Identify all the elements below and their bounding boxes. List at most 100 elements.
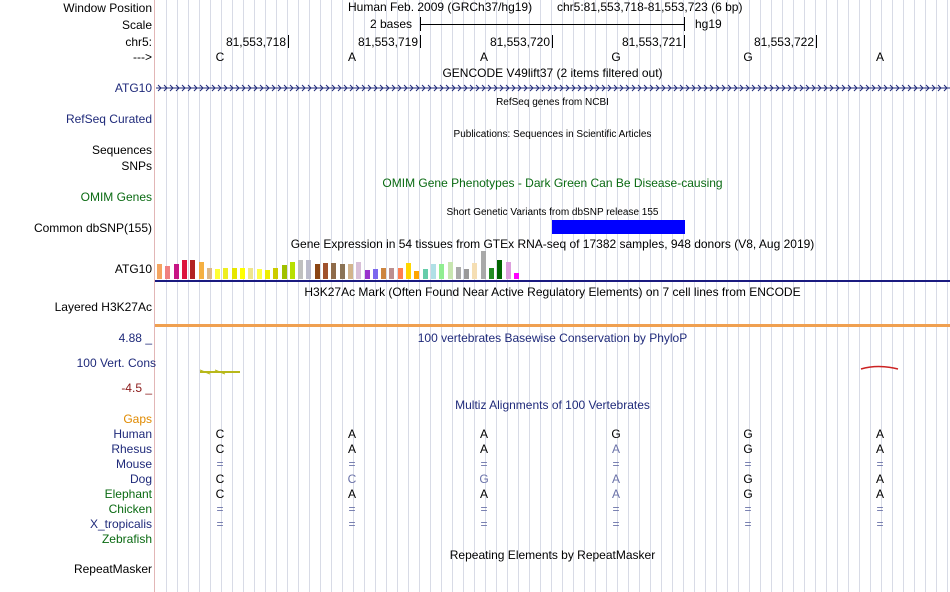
h3k27ac-track-title[interactable]: H3K27Ac Mark (Often Found Near Active Re… [304, 285, 801, 299]
gtex-tissue-bar[interactable] [157, 264, 162, 279]
dbsnp-variant-feature[interactable] [552, 220, 685, 234]
refseq-label[interactable]: RefSeq Curated [65, 112, 152, 126]
strand-chevron [349, 84, 354, 92]
repeatmasker-label[interactable]: RepeatMasker [73, 562, 152, 576]
species-label[interactable]: Zebrafish [101, 532, 152, 546]
gtex-tissue-bar[interactable] [397, 268, 403, 279]
phylop-signal-left[interactable] [195, 366, 245, 378]
aligned-base: A [347, 427, 356, 441]
gtex-tissue-bar[interactable] [464, 269, 470, 279]
h3k27ac-signal[interactable] [155, 324, 950, 327]
strand-chevron [355, 84, 360, 92]
phylop-signal-right[interactable] [858, 362, 904, 374]
gtex-tissue-bar[interactable] [198, 262, 204, 279]
gtex-tissue-bar[interactable] [406, 263, 411, 279]
h3k27ac-label[interactable]: Layered H3K27Ac [54, 300, 152, 314]
gtex-tissue-bar[interactable] [173, 264, 179, 279]
gtex-tissue-bar[interactable] [206, 268, 212, 279]
gtex-tissue-bar[interactable] [447, 262, 453, 279]
phylop-track-title[interactable]: 100 vertebrates Basewise Conservation by… [417, 331, 688, 345]
gtex-tissue-bar[interactable] [356, 262, 362, 279]
repeatmasker-track-title[interactable]: Repeating Elements by RepeatMasker [449, 548, 656, 562]
species-label[interactable]: Mouse [115, 457, 152, 471]
strand-chevron [325, 84, 330, 92]
strand-chevron [691, 84, 696, 92]
gtex-expression-bars[interactable] [157, 251, 537, 279]
gencode-gene-label[interactable]: ATG10 [114, 81, 152, 95]
gridline [551, 0, 552, 592]
gtex-tissue-bar[interactable] [381, 268, 387, 279]
gtex-tissue-bar[interactable] [414, 271, 420, 279]
gtex-tissue-bar[interactable] [181, 260, 187, 279]
species-label[interactable]: Chicken [108, 502, 152, 516]
strand-chevron [565, 84, 570, 92]
gaps-label[interactable]: Gaps [123, 412, 152, 426]
omim-track-title[interactable]: OMIM Gene Phenotypes - Dark Green Can Be… [382, 176, 723, 190]
gtex-tissue-bar[interactable] [314, 264, 320, 279]
gtex-tissue-bar[interactable] [223, 268, 229, 279]
gridline [485, 0, 486, 592]
dbsnp-label[interactable]: Common dbSNP(155) [33, 221, 152, 235]
gtex-tissue-bar[interactable] [489, 268, 494, 279]
gtex-tissue-bar[interactable] [480, 251, 486, 279]
gtex-tissue-bar[interactable] [289, 262, 295, 279]
gridline [738, 0, 739, 592]
gencode-track-title[interactable]: GENCODE V49lift37 (2 items filtered out) [442, 66, 663, 80]
gtex-tissue-bar[interactable] [165, 266, 171, 279]
gtex-tissue-bar[interactable] [372, 269, 378, 279]
gtex-tissue-bar[interactable] [331, 263, 337, 279]
gtex-tissue-bar[interactable] [505, 262, 511, 279]
species-label[interactable]: Dog [129, 472, 152, 486]
strand-arrow-label: ---> [133, 50, 152, 64]
multiz-track-title[interactable]: Multiz Alignments of 100 Vertebrates [455, 398, 650, 412]
gtex-tissue-bar[interactable] [323, 263, 328, 279]
gtex-tissue-bar[interactable] [472, 263, 478, 279]
gtex-tissue-bar[interactable] [389, 268, 395, 279]
strand-chevron [673, 84, 678, 92]
gtex-gene-label[interactable]: ATG10 [114, 262, 152, 276]
gtex-tissue-bar[interactable] [190, 260, 196, 279]
species-label[interactable]: Human [113, 427, 152, 441]
gtex-tissue-bar[interactable] [439, 264, 445, 279]
omim-label[interactable]: OMIM Genes [80, 190, 152, 204]
scale-db-label: hg19 [695, 17, 722, 31]
species-label[interactable]: X_tropicalis [89, 517, 152, 531]
gtex-tissue-bar[interactable] [497, 260, 503, 279]
strand-chevron [655, 84, 660, 92]
sequences-label[interactable]: Sequences [91, 143, 152, 157]
gtex-tissue-bar[interactable] [364, 270, 370, 279]
gtex-tissue-bar[interactable] [248, 268, 254, 279]
gtex-tissue-bar[interactable] [231, 268, 237, 279]
strand-chevron [787, 84, 792, 92]
dbsnp-track-title[interactable]: Short Genetic Variants from dbSNP releas… [446, 207, 659, 218]
species-label[interactable]: Rhesus [111, 442, 152, 456]
gtex-tissue-bar[interactable] [240, 268, 245, 279]
strand-chevron [259, 84, 264, 92]
gtex-tissue-bar[interactable] [256, 269, 262, 279]
aligned-base: = [876, 457, 884, 471]
gene-feature-atg10[interactable] [156, 81, 950, 95]
gridline [628, 0, 629, 592]
phylop-label[interactable]: 100 Vert. Cons [76, 356, 156, 370]
strand-chevron [241, 84, 246, 92]
snps-label[interactable]: SNPs [121, 159, 152, 173]
gtex-tissue-bar[interactable] [513, 273, 519, 279]
gtex-tissue-bar[interactable] [430, 264, 436, 279]
gtex-tissue-bar[interactable] [422, 269, 428, 279]
scale-text: 2 bases [370, 17, 413, 31]
gtex-tissue-bar[interactable] [455, 267, 461, 279]
species-label[interactable]: Elephant [104, 487, 152, 501]
gtex-track-title[interactable]: Gene Expression in 54 tissues from GTEx … [290, 237, 815, 251]
gtex-tissue-bar[interactable] [264, 270, 270, 279]
refseq-track-title[interactable]: RefSeq genes from NCBI [496, 97, 609, 108]
gtex-tissue-bar[interactable] [281, 265, 287, 279]
gtex-tissue-bar[interactable] [339, 264, 345, 279]
gtex-tissue-bar[interactable] [306, 260, 312, 279]
gtex-tissue-bar[interactable] [347, 264, 353, 279]
strand-chevron [931, 84, 936, 92]
strand-chevron [703, 84, 708, 92]
gtex-tissue-bar[interactable] [273, 268, 279, 279]
gtex-tissue-bar[interactable] [215, 269, 221, 279]
publications-track-title[interactable]: Publications: Sequences in Scientific Ar… [453, 129, 652, 140]
gtex-tissue-bar[interactable] [298, 260, 304, 279]
